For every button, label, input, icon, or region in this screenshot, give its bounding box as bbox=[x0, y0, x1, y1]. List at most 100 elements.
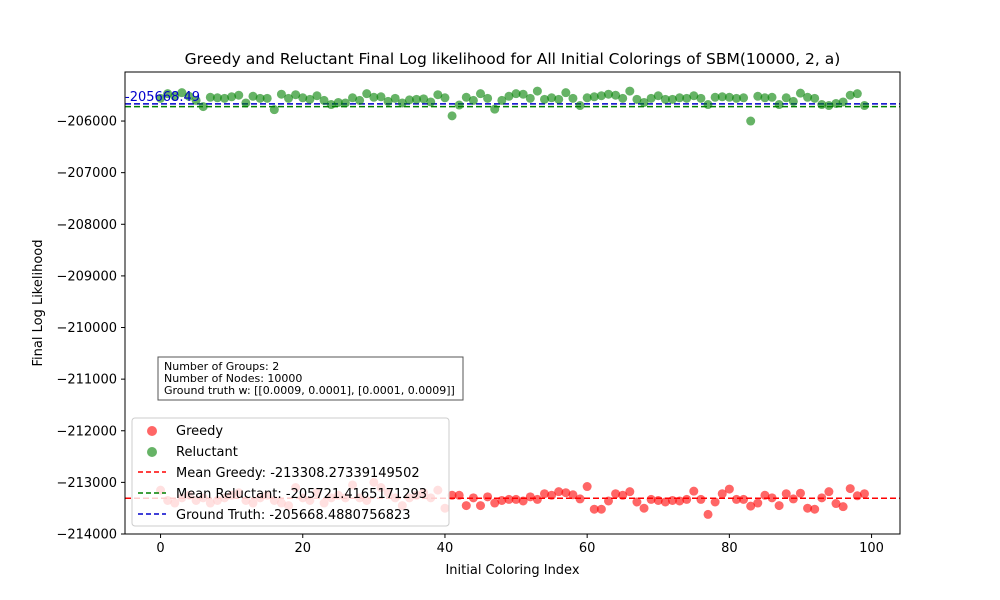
reluctant-point bbox=[412, 94, 422, 104]
info-line-ground-truth-w: Ground truth w: [[0.0009, 0.0001], [0.00… bbox=[164, 384, 455, 397]
reluctant-point bbox=[795, 88, 805, 98]
greedy-point bbox=[575, 494, 585, 504]
reluctant-point bbox=[589, 92, 599, 102]
reluctant-point bbox=[689, 91, 699, 101]
reluctant-point bbox=[298, 93, 308, 103]
reluctant-point bbox=[184, 91, 194, 101]
reluctant-point bbox=[362, 89, 372, 99]
greedy-point bbox=[682, 494, 692, 504]
greedy-point bbox=[824, 487, 834, 497]
reluctant-point bbox=[845, 90, 855, 100]
reluctant-point bbox=[618, 93, 628, 103]
reluctant-point bbox=[525, 93, 535, 103]
greedy-point bbox=[525, 492, 535, 502]
greedy-point bbox=[603, 496, 613, 506]
greedy-point bbox=[724, 484, 734, 494]
x-tick-label: 40 bbox=[437, 541, 454, 556]
y-tick-label: −213000 bbox=[56, 476, 117, 491]
y-tick-label: −212000 bbox=[56, 424, 117, 439]
reluctant-point bbox=[575, 101, 585, 111]
greedy-point bbox=[788, 494, 798, 504]
reluctant-point bbox=[561, 88, 571, 98]
greedy-point bbox=[703, 509, 713, 519]
reluctant-point bbox=[504, 91, 514, 101]
legend-label-greedy: Greedy bbox=[176, 424, 223, 439]
reluctant-point bbox=[348, 93, 358, 103]
reluctant-point bbox=[468, 95, 478, 105]
greedy-point bbox=[632, 497, 642, 507]
greedy-point bbox=[753, 498, 763, 508]
greedy-point bbox=[739, 494, 749, 504]
greedy-point bbox=[696, 494, 706, 504]
reluctant-point bbox=[511, 89, 521, 99]
greedy-point bbox=[760, 490, 770, 500]
reluctant-point bbox=[433, 90, 443, 100]
reluctant-point bbox=[717, 92, 727, 102]
reluctant-point bbox=[447, 111, 457, 121]
greedy-point bbox=[547, 490, 557, 500]
reluctant-point bbox=[227, 92, 237, 102]
greedy-point bbox=[618, 490, 628, 500]
ground-truth-annotation: -205668.49 bbox=[125, 90, 200, 105]
reluctant-point bbox=[632, 94, 642, 104]
reluctant-point bbox=[497, 95, 507, 105]
x-axis: 0 20 40 60 80 100 bbox=[156, 534, 884, 556]
reluctant-point bbox=[220, 93, 230, 103]
chart-title: Greedy and Reluctant Final Log likelihoo… bbox=[185, 50, 841, 68]
greedy-point bbox=[817, 493, 827, 503]
greedy-point bbox=[468, 493, 478, 503]
reluctant-point bbox=[667, 94, 677, 104]
greedy-point bbox=[461, 501, 471, 511]
legend-label-mean-greedy: Mean Greedy: -213308.27339149502 bbox=[176, 466, 420, 481]
greedy-point bbox=[611, 489, 621, 499]
x-tick-label: 80 bbox=[721, 541, 738, 556]
y-tick-label: −209000 bbox=[56, 269, 117, 284]
y-tick-label: −206000 bbox=[56, 115, 117, 130]
reluctant-point bbox=[404, 95, 414, 105]
reluctant-point bbox=[241, 98, 251, 108]
reluctant-point bbox=[831, 98, 841, 108]
reluctant-point bbox=[625, 86, 635, 96]
reluctant-point bbox=[810, 93, 820, 103]
y-tick-label: −211000 bbox=[56, 373, 117, 388]
reluctant-point bbox=[852, 89, 862, 99]
reluctant-point bbox=[397, 98, 407, 108]
y-axis-label: Final Log Likelihood bbox=[31, 240, 46, 367]
greedy-point bbox=[660, 497, 670, 507]
info-line-nodes: Number of Nodes: 10000 bbox=[164, 372, 302, 385]
greedy-point bbox=[781, 489, 791, 499]
reluctant-point bbox=[312, 91, 322, 101]
reluctant-point bbox=[788, 96, 798, 106]
reluctant-point bbox=[483, 93, 493, 103]
greedy-point bbox=[717, 489, 727, 499]
greedy-point bbox=[476, 501, 486, 511]
reluctant-point bbox=[163, 89, 173, 99]
greedy-point bbox=[532, 494, 542, 504]
greedy-point bbox=[653, 495, 663, 505]
reluctant-point bbox=[319, 95, 329, 105]
reluctant-point bbox=[440, 93, 450, 103]
reluctant-point bbox=[539, 94, 549, 104]
greedy-point bbox=[731, 494, 741, 504]
y-tick-label: −208000 bbox=[56, 218, 117, 233]
y-tick-label: −214000 bbox=[56, 528, 117, 543]
y-tick-label: −210000 bbox=[56, 321, 117, 336]
greedy-point bbox=[767, 493, 777, 503]
reluctant-point bbox=[838, 97, 848, 107]
reluctant-point bbox=[426, 97, 436, 107]
greedy-point bbox=[852, 491, 862, 501]
greedy-point bbox=[795, 488, 805, 498]
legend: Greedy Reluctant Mean Greedy: -213308.27… bbox=[131, 417, 450, 527]
reluctant-point bbox=[369, 92, 379, 102]
greedy-point bbox=[582, 482, 592, 492]
greedy-point bbox=[810, 504, 820, 514]
reluctant-point bbox=[682, 93, 692, 103]
reluctant-point bbox=[703, 100, 713, 110]
greedy-point bbox=[518, 496, 528, 506]
reluctant-point bbox=[262, 93, 272, 103]
reluctant-point bbox=[554, 94, 564, 104]
reluctant-point bbox=[724, 92, 734, 102]
reluctant-point bbox=[774, 100, 784, 110]
x-tick-label: 100 bbox=[859, 541, 884, 556]
reluctant-point bbox=[653, 91, 663, 101]
